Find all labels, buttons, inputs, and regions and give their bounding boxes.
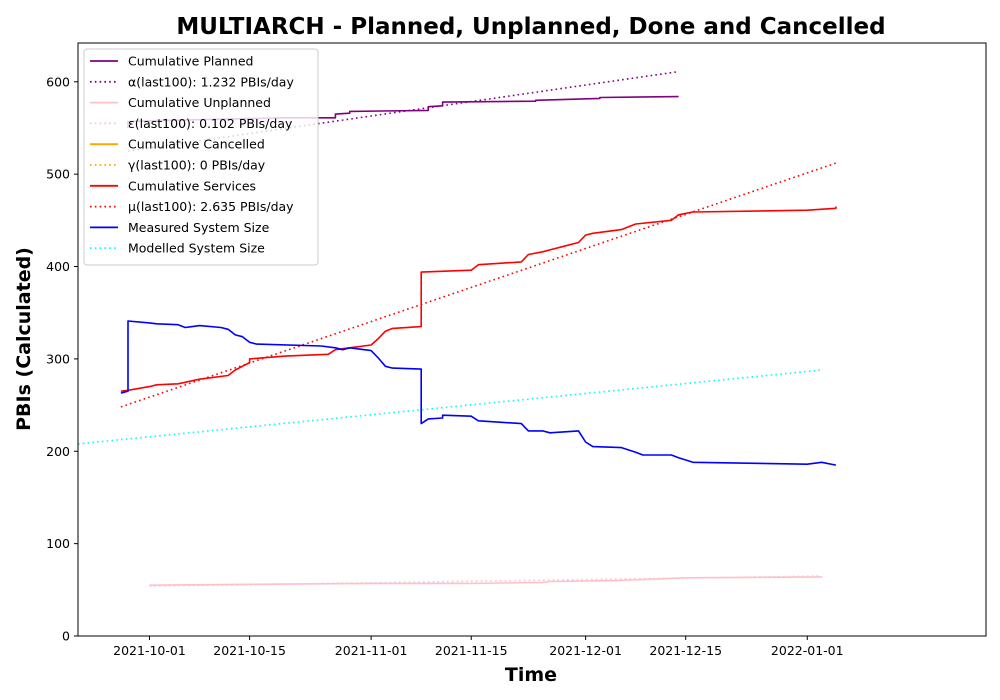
plot-frame <box>77 42 987 637</box>
x-tick-label: 2022-01-01 <box>771 643 844 658</box>
y-tick-label: 100 <box>46 536 70 551</box>
y-tick-label: 600 <box>46 74 70 89</box>
legend-box <box>83 48 319 266</box>
chart-title: MULTIARCH - Planned, Unplanned, Done and… <box>176 14 885 40</box>
legend-label: Cumulative Unplanned <box>128 95 271 110</box>
series-line-2 <box>149 576 823 586</box>
y-tick-label: 500 <box>46 167 70 182</box>
legend-label: α(last100): 1.232 PBIs/day <box>128 74 294 89</box>
y-tick-label: 200 <box>46 444 70 459</box>
y-tick-label: 400 <box>46 259 70 274</box>
legend-label: Cumulative Planned <box>128 54 253 69</box>
legend-label: Measured System Size <box>128 220 270 235</box>
y-axis-ticks: 0 100 200 300 400 500 600 <box>46 74 78 644</box>
series-line-3 <box>149 575 822 587</box>
legend-label: Cumulative Services <box>128 178 256 193</box>
x-tick-label: 2021-10-15 <box>213 643 286 658</box>
legend-label: μ(last100): 2.635 PBIs/day <box>128 199 294 214</box>
x-axis-label: Time <box>505 664 557 686</box>
x-tick-label: 2021-12-15 <box>649 643 722 658</box>
legend-label: Cumulative Cancelled <box>128 137 265 152</box>
y-tick-label: 300 <box>46 351 70 366</box>
x-tick-label: 2021-11-15 <box>435 643 508 658</box>
series-line-8 <box>120 320 837 466</box>
y-axis-label: PBIs (Calculated) <box>13 247 35 431</box>
series-line-7 <box>120 162 837 408</box>
x-tick-label: 2021-12-01 <box>549 643 622 658</box>
series-line-6 <box>120 206 837 392</box>
y-tick-label: 0 <box>62 629 70 644</box>
x-tick-label: 2021-10-01 <box>113 643 186 658</box>
x-axis-ticks: 2021-10-01 2021-10-15 2021-11-01 2021-11-15… <box>113 636 844 658</box>
legend: Cumulative Planned α(last100): 1.232 PBIs… <box>83 48 319 266</box>
legend-label: γ(last100): 0 PBIs/day <box>128 158 266 173</box>
x-tick-label: 2021-11-01 <box>335 643 408 658</box>
legend-label: ε(last100): 0.102 PBIs/day <box>128 116 293 131</box>
legend-label: Modelled System Size <box>128 241 265 256</box>
